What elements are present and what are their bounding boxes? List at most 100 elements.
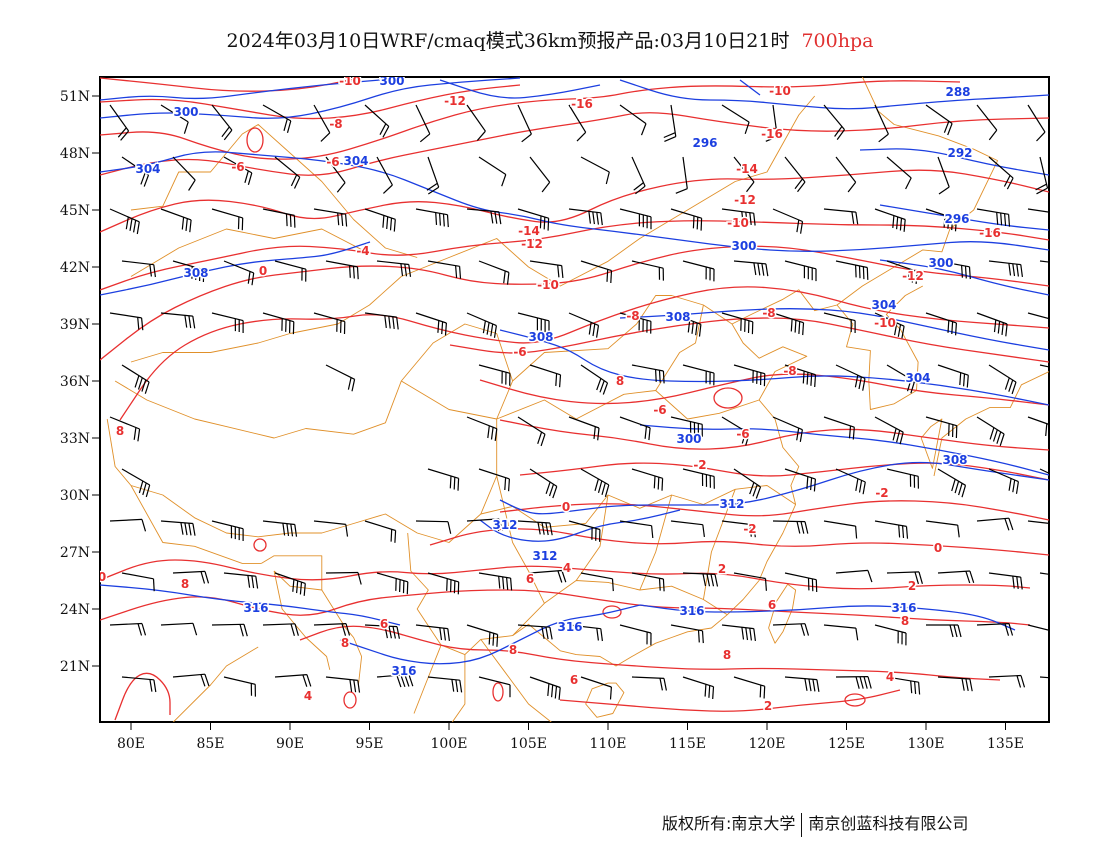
copyright-right: 南京创蓝科技有限公司 — [808, 814, 969, 833]
lat-tick-label: 21N — [60, 659, 90, 675]
temperature-isoline — [559, 689, 901, 712]
wind-barb — [415, 104, 431, 143]
wind-barb — [823, 416, 855, 440]
wind-barb — [988, 572, 1023, 590]
wind-barb — [325, 156, 346, 193]
boundary-line — [172, 646, 259, 722]
geopotential-label: 312 — [492, 518, 517, 532]
wind-barb — [886, 260, 918, 284]
wind-barb — [211, 520, 244, 541]
wind-barb — [721, 312, 754, 335]
boundary-line — [585, 682, 625, 718]
wind-barb — [415, 520, 452, 534]
geopotential-isoline — [439, 79, 601, 99]
wind-barb — [886, 364, 916, 394]
temperature-isoline — [492, 682, 504, 702]
wind-barb — [364, 312, 399, 330]
geopotential-label: 300 — [731, 239, 756, 253]
wind-barb — [682, 260, 715, 282]
wind-barb — [364, 208, 396, 232]
wind-barb — [160, 104, 189, 134]
geopotential-label: 308 — [665, 310, 690, 324]
boundary-line — [496, 475, 545, 604]
temperature-label: 2 — [718, 562, 726, 576]
wind-barb — [313, 104, 331, 142]
temperature-label: -10 — [727, 216, 749, 230]
temperature-label: 0 — [934, 541, 942, 555]
lat-tick-label: 42N — [60, 260, 90, 276]
wind-barb — [580, 260, 613, 284]
boundary-line — [702, 489, 736, 600]
geopotential-isoline — [339, 604, 641, 665]
footer-divider — [801, 812, 803, 837]
temperature-label: -12 — [444, 94, 466, 108]
boundary-line — [512, 289, 838, 667]
temperature-label: -12 — [734, 193, 756, 207]
wind-barb — [172, 156, 196, 191]
wind-barb — [835, 156, 857, 193]
temperature-contours — [100, 77, 1049, 721]
temperature-isoline — [100, 112, 1049, 176]
temperature-isoline — [499, 500, 1049, 521]
wind-barb — [988, 468, 1019, 494]
wind-barb — [529, 260, 564, 278]
wind-barb — [274, 156, 301, 189]
wind-barb — [274, 260, 307, 282]
wind-barb — [682, 364, 715, 386]
temperature-label: -14 — [518, 224, 540, 238]
wind-barbs — [109, 104, 1049, 700]
geopotential-label: 300 — [928, 256, 953, 270]
wind-barb — [160, 520, 196, 536]
temperature-label: 8 — [181, 577, 189, 591]
wind-barb — [1027, 624, 1049, 631]
temperature-isoline — [299, 625, 1001, 681]
wind-barb — [988, 156, 1014, 190]
title-text: 2024年03月10日WRF/cmaq模式36km预报产品:03月10日21时 — [226, 30, 790, 52]
wind-barb — [211, 623, 248, 637]
wind-barb — [925, 416, 958, 439]
temperature-label: 2 — [908, 579, 916, 593]
temperature-label: -10 — [537, 278, 559, 292]
wind-barb — [568, 104, 587, 142]
wind-barb — [262, 104, 292, 133]
wind-barb — [211, 208, 244, 231]
wind-barb — [466, 518, 504, 532]
wind-barb — [926, 624, 962, 638]
geopotential-label: 304 — [343, 154, 368, 168]
wind-barb — [262, 623, 299, 636]
wind-barb — [121, 468, 151, 498]
geopotential-isoline — [639, 424, 1049, 476]
geopotential-label: 292 — [947, 146, 972, 160]
wind-barb — [733, 468, 762, 499]
wind-barb — [529, 468, 558, 499]
temperature-label: 0 — [562, 500, 570, 514]
geopotential-label: 316 — [557, 620, 582, 634]
temperature-label: -2 — [743, 522, 756, 536]
wind-barb — [325, 260, 359, 280]
wind-barb — [835, 364, 866, 391]
lat-tick-label: 30N — [60, 488, 90, 504]
wind-barb — [976, 416, 1005, 446]
wind-barb — [835, 260, 869, 280]
geopotential-isoline — [100, 241, 371, 296]
wind-barb — [580, 156, 610, 185]
geopotential-isoline — [639, 604, 1016, 631]
wind-barb — [670, 208, 703, 231]
wind-barb — [675, 156, 688, 194]
wind-barb — [325, 364, 356, 392]
copyright-left: 版权所有:南京大学 — [662, 814, 796, 833]
wind-barb — [631, 364, 665, 384]
temperature-label: 4 — [886, 670, 894, 684]
wind-barb — [376, 260, 412, 277]
temperature-label: -16 — [761, 127, 783, 141]
lon-tick-label: 90E — [276, 736, 304, 752]
wind-barb — [478, 468, 510, 492]
wind-barb — [988, 364, 1017, 395]
wind-barb — [874, 624, 907, 646]
wind-barb — [874, 416, 904, 445]
wind-barb — [663, 104, 677, 142]
wind-barb — [160, 208, 192, 233]
wind-barb — [568, 624, 603, 642]
geopotential-isoline — [739, 79, 761, 96]
